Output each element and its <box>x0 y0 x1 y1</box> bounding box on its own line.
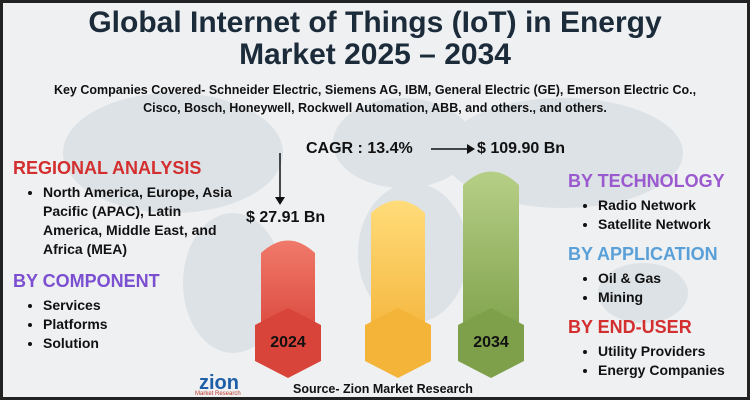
subtitle-line: Key Companies Covered- Schneider Electri… <box>53 83 697 97</box>
item: Utility Providers <box>598 342 747 361</box>
item-list: North America, Europe, Asia Pacific (APA… <box>13 183 233 259</box>
item: Platforms <box>43 315 233 334</box>
section-title: REGIONAL ANALYSIS <box>13 158 202 178</box>
year: 2034 <box>473 334 509 351</box>
item: North America, Europe, Asia Pacific (APA… <box>43 183 233 259</box>
item: Mining <box>598 288 747 307</box>
section-title: BY COMPONENT <box>13 271 160 291</box>
item-list: Radio NetworkSatellite Network <box>568 196 747 234</box>
item: Solution <box>43 334 233 353</box>
section-title: BY TECHNOLOGY <box>568 171 725 191</box>
section-title: BY END-USER <box>568 317 692 337</box>
source: Source- Zion Market Research <box>293 382 473 396</box>
item: Energy Companies <box>598 361 747 380</box>
section: BY END-USER Utility ProvidersEnergy Compa… <box>568 317 747 380</box>
left-column: REGIONAL ANALYSIS North America, Europe, … <box>13 158 233 353</box>
item: Radio Network <box>598 196 747 215</box>
section-title: BY APPLICATION <box>568 244 718 264</box>
title-line: Global Internet of Things (IoT) in Energ… <box>88 6 662 39</box>
section: BY COMPONENT ServicesPlatformsSolution <box>13 271 233 353</box>
start-value: $ 27.91 Bn <box>246 209 326 226</box>
item: Services <box>43 296 233 315</box>
item: Satellite Network <box>598 215 747 234</box>
year: 2024 <box>270 334 306 351</box>
subtitle-line: Cisco, Bosch, Honeywell, Rockwell Automa… <box>143 101 607 115</box>
logo: zion <box>199 372 239 394</box>
logo-tagline: Market Research <box>195 391 241 397</box>
cagr: CAGR : 13.4% <box>306 140 413 157</box>
item-list: Utility ProvidersEnergy Companies <box>568 342 747 380</box>
end-value: $ 109.90 Bn <box>477 140 566 157</box>
item-list: ServicesPlatformsSolution <box>13 296 233 353</box>
section: REGIONAL ANALYSIS North America, Europe, … <box>13 158 233 259</box>
item: Oil & Gas <box>598 269 747 288</box>
title-line: Market 2025 – 2034 <box>239 38 511 71</box>
section: BY TECHNOLOGY Radio NetworkSatellite Netw… <box>568 171 747 234</box>
decoration <box>63 93 688 378</box>
item-list: Oil & GasMining <box>568 269 747 307</box>
right-column: BY TECHNOLOGY Radio NetworkSatellite Netw… <box>568 171 747 380</box>
section: BY APPLICATION Oil & GasMining <box>568 244 747 307</box>
